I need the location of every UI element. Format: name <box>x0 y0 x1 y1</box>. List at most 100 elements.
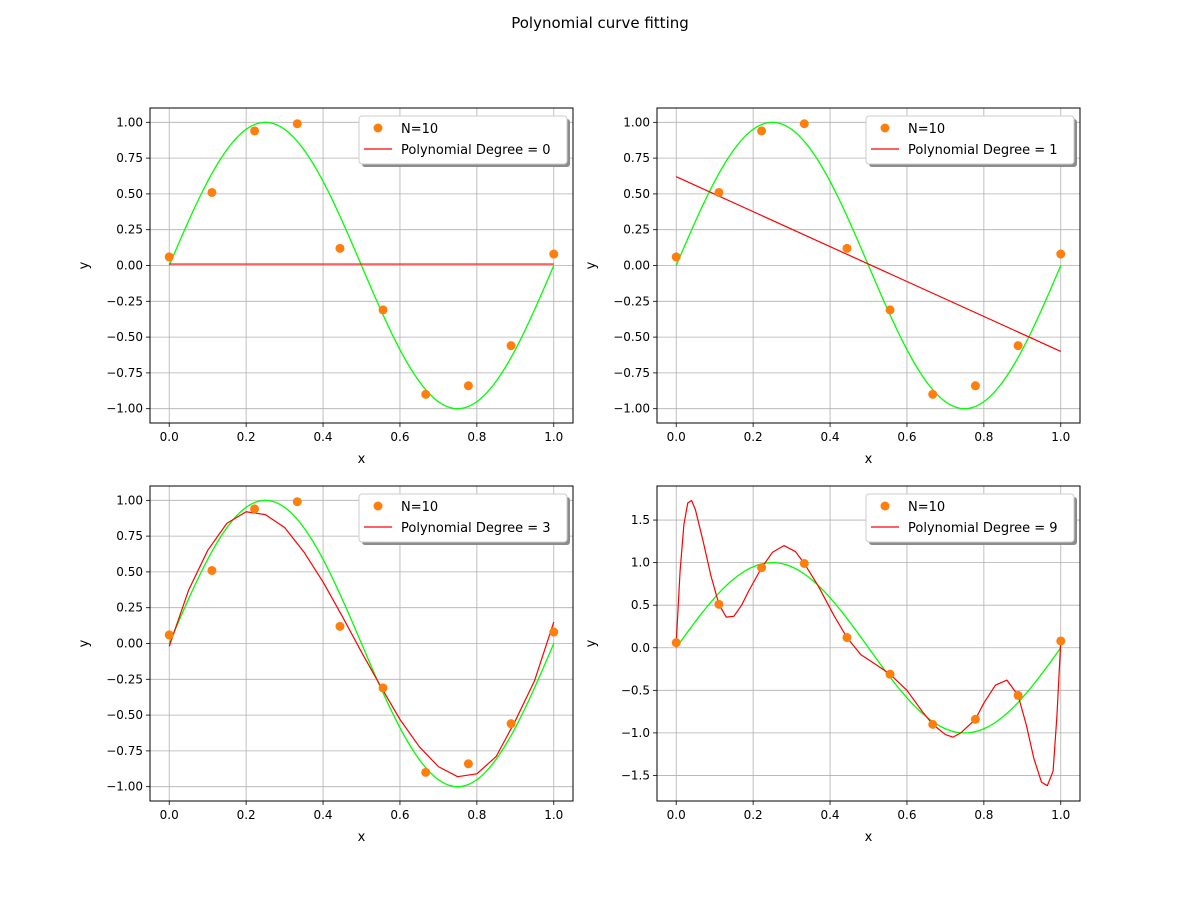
data-point <box>378 683 388 693</box>
data-point <box>928 389 938 399</box>
subplot-4: 0.0 0.2 0.4 0.6 0.8 1.0 −1.5 −1.0 −0.5 0.0 0.5 1.0 1… <box>584 485 1081 845</box>
data-point <box>1056 636 1066 646</box>
y-tick-label: 0.75 <box>623 151 650 165</box>
x-tick-label: 0.8 <box>974 430 993 444</box>
x-tick-label: 0.8 <box>467 808 486 822</box>
x-tick-label: 0.4 <box>820 808 839 822</box>
legend-point-marker <box>880 123 890 133</box>
y-tick-label: −1.00 <box>613 402 650 416</box>
data-point <box>207 565 217 575</box>
x-tick-label: 0.6 <box>390 430 409 444</box>
x-tick-label: 0.2 <box>744 430 763 444</box>
y-tick-label: −1.00 <box>106 780 143 794</box>
legend-point-marker <box>880 501 890 511</box>
data-point <box>885 669 895 679</box>
data-point <box>885 305 895 315</box>
y-tick-label: 0.00 <box>116 259 143 273</box>
x-tick-label: 1.0 <box>544 808 563 822</box>
data-point <box>292 119 302 129</box>
data-point <box>1013 690 1023 700</box>
y-tick-label: 0.25 <box>116 601 143 615</box>
data-point <box>421 389 431 399</box>
data-point <box>671 252 681 262</box>
y-tick-label: 0.50 <box>623 187 650 201</box>
fit-curve <box>168 511 555 778</box>
legend: N=10 Polynomial Degree = 9 <box>865 493 1077 545</box>
x-tick-label: 0.2 <box>237 430 256 444</box>
data-point <box>549 249 559 259</box>
x-axis-label: x <box>865 830 873 845</box>
data-point <box>506 719 516 729</box>
data-point <box>378 305 388 315</box>
data-point <box>292 497 302 507</box>
x-tick-label: 0.0 <box>667 808 686 822</box>
data-point <box>335 243 345 253</box>
fit-curve <box>675 176 1062 352</box>
subplot-2: 0.0 0.2 0.4 0.6 0.8 1.0 −1.00 −0.75 −0.50 −0.25 0.… <box>584 107 1081 467</box>
data-point <box>757 126 767 136</box>
data-point <box>421 767 431 777</box>
legend-fit-label: Polynomial Degree = 0 <box>401 143 551 158</box>
subplot-1: 0.0 0.2 0.4 0.6 0.8 1.0 −1.00 −0.75 −0.50 −0.25 0.… <box>77 107 574 467</box>
data-point <box>335 621 345 631</box>
x-axis-label: x <box>358 452 366 467</box>
data-point <box>549 627 559 637</box>
y-tick-label: −0.25 <box>106 294 143 308</box>
y-tick-label: −0.75 <box>613 366 650 380</box>
data-point <box>757 563 767 573</box>
y-tick-label: −0.50 <box>106 330 143 344</box>
y-tick-label: −0.75 <box>106 366 143 380</box>
legend-point-marker <box>373 501 383 511</box>
legend-fit-label: Polynomial Degree = 9 <box>908 521 1058 536</box>
y-tick-label: −0.5 <box>621 683 650 697</box>
x-tick-label: 1.0 <box>1051 430 1070 444</box>
legend-points-label: N=10 <box>908 122 945 137</box>
y-tick-label: −1.0 <box>621 726 650 740</box>
axes-frame <box>656 485 1081 802</box>
y-tick-label: 0.75 <box>116 151 143 165</box>
x-tick-label: 0.6 <box>390 808 409 822</box>
true-curve <box>675 561 1062 734</box>
y-tick-label: −1.5 <box>621 768 650 782</box>
data-point <box>970 714 980 724</box>
y-tick-label: 0.50 <box>116 187 143 201</box>
legend-points-label: N=10 <box>908 500 945 515</box>
legend-fit-label: Polynomial Degree = 3 <box>401 521 551 536</box>
x-tick-label: 0.0 <box>667 430 686 444</box>
y-tick-label: 0.50 <box>116 565 143 579</box>
legend-points-label: N=10 <box>401 500 438 515</box>
data-point <box>799 558 809 568</box>
y-tick-label: −0.50 <box>613 330 650 344</box>
legend-box <box>358 493 568 543</box>
true-curve <box>675 121 1062 410</box>
data-point <box>842 243 852 253</box>
y-axis-label: y <box>584 261 599 269</box>
x-tick-label: 0.2 <box>237 808 256 822</box>
y-tick-label: 1.00 <box>623 115 650 129</box>
x-tick-label: 0.4 <box>313 808 332 822</box>
data-point <box>1056 249 1066 259</box>
y-tick-label: 0.00 <box>623 259 650 273</box>
x-tick-label: 0.6 <box>897 430 916 444</box>
x-tick-label: 0.8 <box>974 808 993 822</box>
subplot-3: 0.0 0.2 0.4 0.6 0.8 1.0 −1.00 −0.75 −0.50 −0.25 0.… <box>77 485 574 845</box>
x-tick-label: 1.0 <box>544 430 563 444</box>
data-point <box>463 381 473 391</box>
legend: N=10 Polynomial Degree = 3 <box>358 493 570 545</box>
y-tick-label: −0.25 <box>106 672 143 686</box>
x-axis-label: x <box>865 452 873 467</box>
y-tick-label: 1.00 <box>116 493 143 507</box>
figure-title: Polynomial curve fitting <box>511 14 689 32</box>
legend-points-label: N=10 <box>401 122 438 137</box>
true-curve <box>168 121 555 410</box>
data-point <box>1013 341 1023 351</box>
x-tick-label: 0.4 <box>820 430 839 444</box>
x-tick-label: 0.2 <box>744 808 763 822</box>
data-point <box>250 126 260 136</box>
legend-point-marker <box>373 123 383 133</box>
y-tick-label: 0.25 <box>116 223 143 237</box>
data-point <box>970 381 980 391</box>
legend: N=10 Polynomial Degree = 0 <box>358 115 570 167</box>
x-tick-label: 0.0 <box>160 430 179 444</box>
y-tick-label: −0.50 <box>106 708 143 722</box>
